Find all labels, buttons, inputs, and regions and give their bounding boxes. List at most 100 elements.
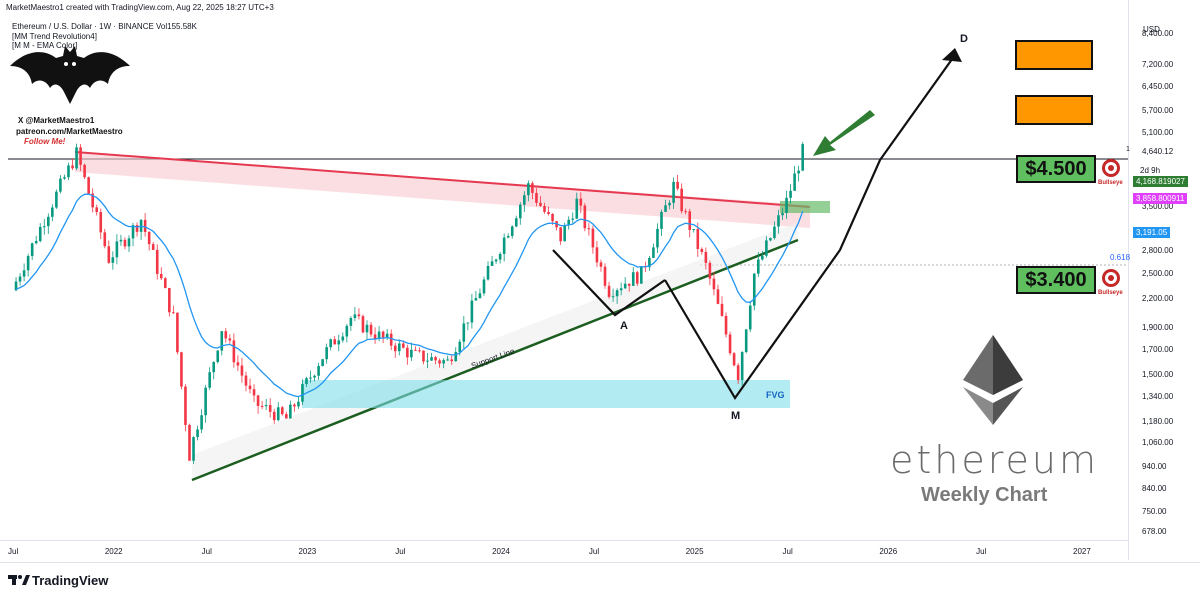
candle-body xyxy=(220,331,224,351)
candle-body xyxy=(458,341,462,353)
candle-body xyxy=(748,305,752,330)
chart-canvas[interactable] xyxy=(0,0,1128,540)
candle-body xyxy=(591,228,595,248)
candle-body xyxy=(490,261,494,266)
indicator-ema-color[interactable]: [M M - EMA Color] xyxy=(12,41,78,50)
price-tick-label: 1,700.00 xyxy=(1142,345,1174,355)
candle-body xyxy=(317,365,320,376)
candle-body xyxy=(769,238,772,241)
symbol-info[interactable]: Ethereum / U.S. Dollar · 1W · BINANCE Vo… xyxy=(12,22,197,31)
candle-body xyxy=(635,272,639,284)
candle-body xyxy=(216,350,220,362)
candle-body xyxy=(280,407,284,415)
price-tick-label: 6,450.00 xyxy=(1142,81,1174,91)
candle-body xyxy=(83,164,86,178)
fvg-label: FVG xyxy=(766,390,785,400)
candle-body xyxy=(349,318,353,326)
logo-follow: Follow Me! xyxy=(24,137,66,146)
candle-body xyxy=(450,359,454,362)
candle-body xyxy=(224,331,228,339)
candle-body xyxy=(377,331,381,339)
candle-body xyxy=(744,329,748,353)
candle-body xyxy=(652,247,655,258)
candle-body xyxy=(188,424,191,461)
candle-body xyxy=(115,241,119,258)
candle-body xyxy=(155,249,159,274)
time-axis[interactable] xyxy=(0,540,1128,563)
candle-body xyxy=(761,255,764,260)
candle-body xyxy=(498,253,502,260)
candle-body xyxy=(256,395,260,406)
candle-body xyxy=(781,213,784,216)
indicator-trend-revolution[interactable]: [MM Trend Revolution4] xyxy=(12,32,97,41)
candle-body xyxy=(51,207,54,217)
point-d-label: D xyxy=(960,33,968,45)
candle-body xyxy=(599,262,603,267)
target-3400-box: $3.400 xyxy=(1016,266,1096,294)
candle-body xyxy=(688,211,692,230)
candle-body xyxy=(232,340,236,363)
candle-body xyxy=(131,225,135,239)
candle-body xyxy=(640,266,643,284)
candle-body xyxy=(87,177,90,194)
point-a-label: A xyxy=(620,320,628,332)
fib-label: 0.618 xyxy=(1110,253,1131,262)
candle-body xyxy=(297,401,300,407)
candle-body xyxy=(381,331,385,338)
price-tick-label: 8,400.00 xyxy=(1142,29,1174,39)
candle-body xyxy=(103,232,107,247)
candle-body xyxy=(676,181,679,189)
candle-body xyxy=(333,339,337,345)
price-tick-label: 3,500.00 xyxy=(1142,202,1174,212)
price-axis[interactable] xyxy=(1128,0,1200,560)
candle-body xyxy=(704,251,708,263)
fvg-zone xyxy=(302,380,790,408)
candle-body xyxy=(648,257,651,268)
candle-body xyxy=(631,272,635,286)
candle-body xyxy=(34,241,38,244)
time-tick-label: 2023 xyxy=(298,547,317,556)
time-tick-label: 2025 xyxy=(685,547,704,556)
bullseye-icon xyxy=(1102,159,1120,177)
candle-body xyxy=(793,173,796,191)
candle-body xyxy=(192,437,195,461)
price-tag-blue: 3,191.05 xyxy=(1133,227,1171,238)
candle-body xyxy=(506,236,510,238)
candle-body xyxy=(757,259,760,274)
candle-body xyxy=(268,405,272,412)
candle-body xyxy=(716,289,720,304)
candle-body xyxy=(785,197,788,214)
time-tick-label: 2022 xyxy=(104,547,123,556)
candle-body xyxy=(240,365,244,376)
tick-marker: 1 xyxy=(1126,146,1130,153)
candle-body xyxy=(462,323,466,342)
logo-patreon: patreon.com/MarketMaestro xyxy=(16,127,123,136)
candle-body xyxy=(228,338,232,341)
candle-body xyxy=(341,336,345,341)
candle-body xyxy=(514,218,518,227)
candle-body xyxy=(438,360,441,364)
bat-logo xyxy=(8,44,133,148)
price-tick-label: 1,180.00 xyxy=(1142,417,1174,427)
candle-body xyxy=(196,429,199,438)
time-tick-label: Jul xyxy=(588,547,600,556)
candle-body xyxy=(724,315,728,335)
bullseye-icon xyxy=(1102,269,1120,287)
ethereum-logo-icon xyxy=(963,335,1023,425)
candle-body xyxy=(740,352,744,381)
candle-body xyxy=(385,333,389,338)
price-tick-label: 1,340.00 xyxy=(1142,392,1174,402)
candle-body xyxy=(660,211,663,229)
bullseye-label: Bullseye xyxy=(1098,290,1123,296)
candle-body xyxy=(518,204,522,219)
candle-body xyxy=(248,385,252,390)
time-tick-label: 2026 xyxy=(879,547,898,556)
candle-body xyxy=(204,387,207,416)
tradingview-brand[interactable]: TradingView xyxy=(32,573,109,588)
currency-label: USD xyxy=(1143,25,1160,34)
candle-body xyxy=(111,257,115,263)
candle-body xyxy=(176,312,179,353)
candle-body xyxy=(402,343,405,348)
candle-body xyxy=(127,238,131,247)
candle-body xyxy=(163,278,167,289)
